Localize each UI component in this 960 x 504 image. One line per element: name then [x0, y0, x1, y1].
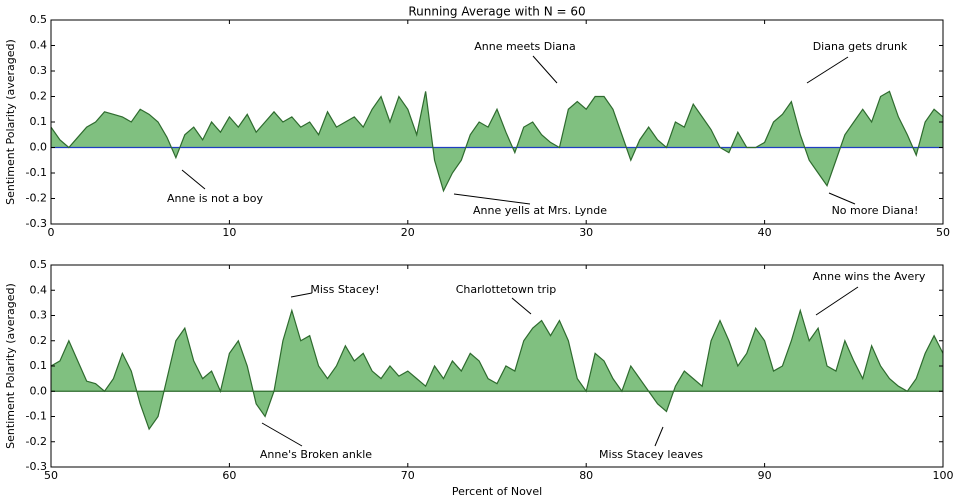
x-tick-label: 0 [48, 226, 55, 239]
annotation-arrow [828, 192, 856, 205]
annotation-arrow [261, 422, 303, 447]
y-tick-label: 0.2 [30, 334, 48, 347]
x-tick-label: 80 [579, 469, 593, 482]
x-tick-label: 10 [222, 226, 236, 239]
y-tick-label: 0.2 [30, 90, 48, 103]
y-tick-label: 0.3 [30, 64, 48, 77]
x-tick-label: 50 [936, 226, 950, 239]
x-tick-label: 70 [401, 469, 415, 482]
y-tick-label: 0.0 [30, 141, 48, 154]
annotation: Anne meets Diana [474, 40, 576, 53]
line [50, 308, 944, 431]
y-tick-label: 0.0 [30, 384, 48, 397]
annotation-arrow [453, 193, 531, 205]
y-tick-label: 0.5 [30, 258, 48, 271]
y-tick-label: -0.2 [26, 192, 47, 205]
area-fill [51, 310, 943, 430]
annotation: Diana gets drunk [813, 40, 908, 53]
annotation-arrow [806, 56, 849, 84]
x-tick-label: 60 [222, 469, 236, 482]
area-fill [51, 91, 943, 191]
annotation: Anne wins the Avery [813, 270, 926, 283]
y-tick-label: 0.1 [30, 115, 48, 128]
y-axis-label: Sentiment Polarity (averaged) [4, 39, 17, 205]
line [50, 90, 944, 193]
y-tick-label: -0.3 [26, 217, 47, 230]
y-axis-label: Sentiment Polarity (averaged) [4, 283, 17, 449]
y-tick-label: -0.1 [26, 166, 47, 179]
x-tick-label: 40 [758, 226, 772, 239]
annotation: Anne is not a boy [167, 192, 263, 205]
annotation: Miss Stacey leaves [599, 448, 703, 461]
annotation-arrow [654, 426, 664, 447]
y-tick-label: -0.3 [26, 460, 47, 473]
annotation-arrow [511, 297, 532, 315]
y-tick-label: 0.5 [30, 13, 48, 26]
x-axis-label: Percent of Novel [452, 485, 542, 498]
x-tick-label: 90 [758, 469, 772, 482]
annotation: No more Diana! [832, 204, 919, 217]
annotation-arrow [815, 286, 859, 316]
annotation: Charlottetown trip [456, 283, 556, 296]
annotation: Anne's Broken ankle [260, 448, 372, 461]
chart-title: Running Average with N = 60 [408, 5, 585, 19]
y-tick-label: 0.4 [30, 39, 48, 52]
annotation-arrow [181, 169, 206, 190]
y-tick-label: 0.4 [30, 283, 48, 296]
annotation-arrow [532, 55, 558, 84]
x-tick-label: 50 [44, 469, 58, 482]
y-tick-label: 0.1 [30, 359, 48, 372]
annotation-arrow [290, 292, 313, 298]
x-tick-label: 100 [933, 469, 954, 482]
y-tick-label: -0.2 [26, 435, 47, 448]
y-tick-label: 0.3 [30, 309, 48, 322]
x-tick-label: 20 [401, 226, 415, 239]
y-tick-label: -0.1 [26, 410, 47, 423]
annotation: Miss Stacey! [310, 283, 379, 296]
x-tick-label: 30 [579, 226, 593, 239]
annotation: Anne yells at Mrs. Lynde [473, 204, 607, 217]
